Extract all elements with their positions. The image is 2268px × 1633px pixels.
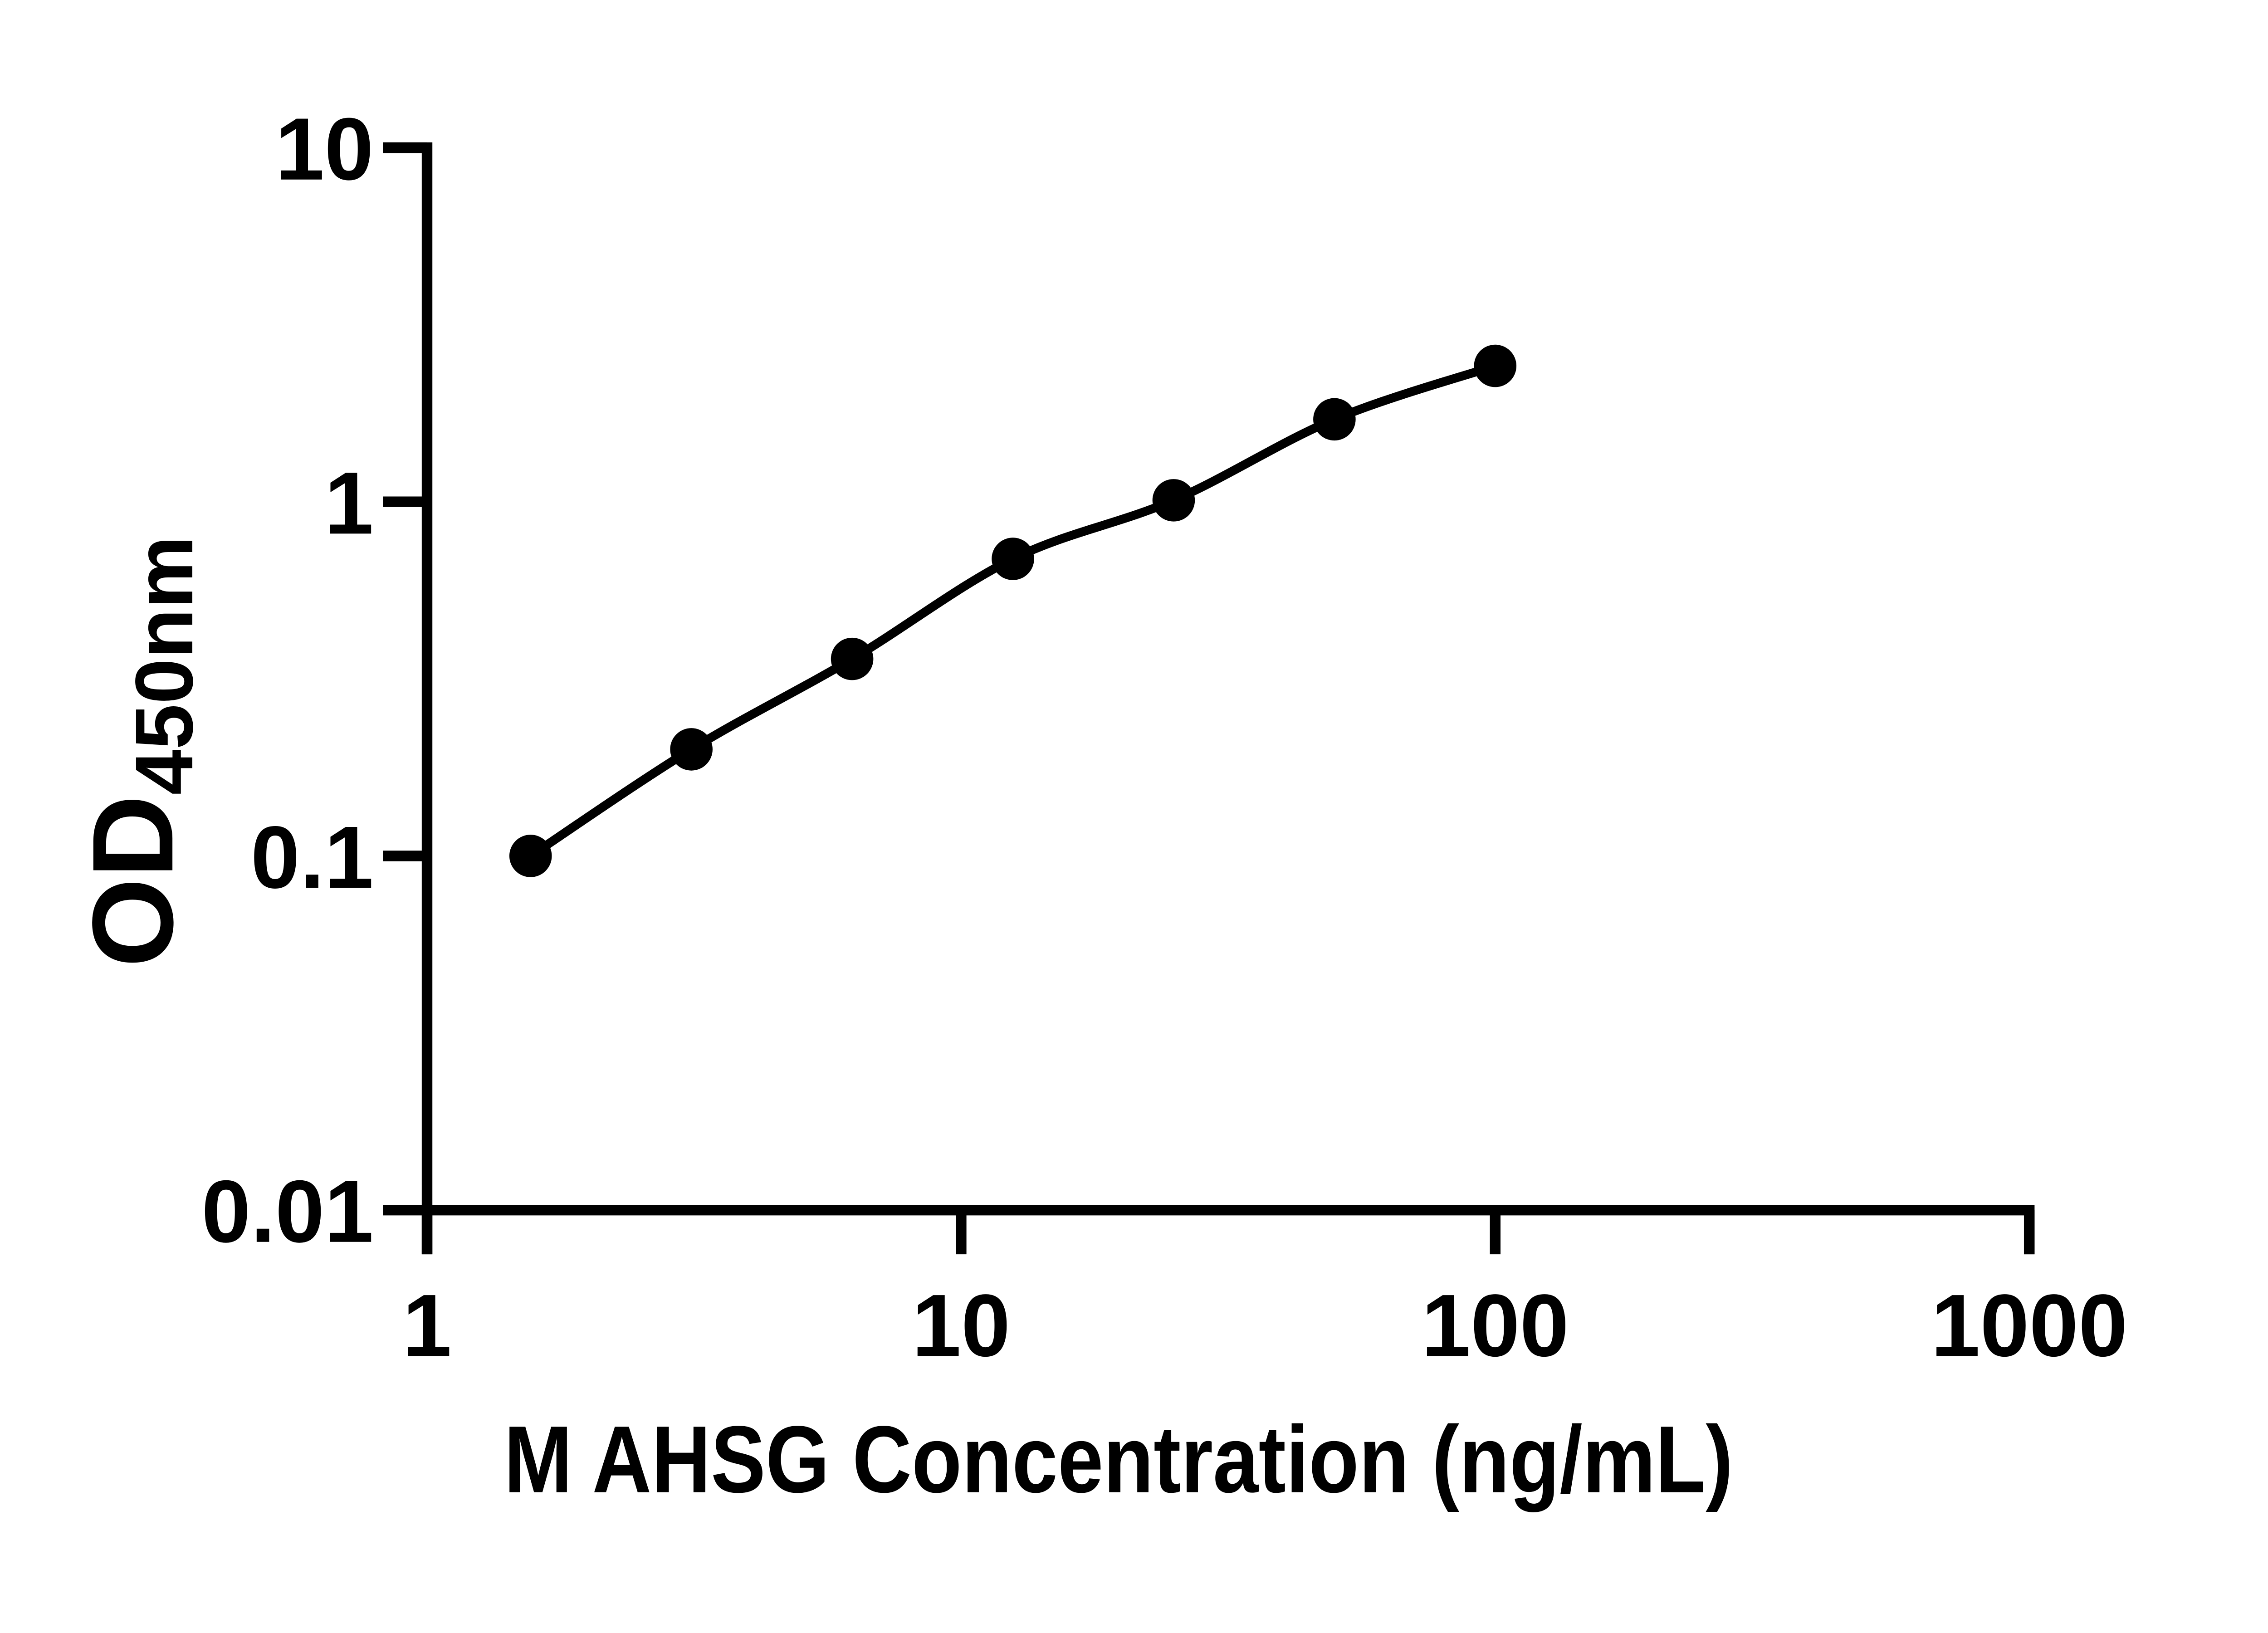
x-axis-line (427, 1204, 2035, 1255)
y-tick-label: 10 (275, 100, 374, 199)
x-tick-label: 1 (402, 1276, 451, 1375)
chart-canvas: 10 1 0.1 0.01 1 10 100 1000 M AHSG Concentratio… (68, 100, 2128, 1513)
x-tick-label: 100 (1422, 1276, 1569, 1375)
y-axis-title-subscript: 450nm (119, 536, 210, 795)
y-tick-label: 0.01 (201, 1163, 373, 1261)
data-point (1313, 398, 1356, 441)
y-axis-title-main: OD (68, 795, 197, 967)
data-points (509, 344, 1517, 877)
data-point (670, 728, 713, 771)
data-point (992, 538, 1034, 580)
y-tick-label: 0.1 (251, 808, 374, 907)
y-axis-line (383, 142, 433, 1255)
axis-ticks (383, 142, 2035, 1255)
data-point (1152, 479, 1195, 522)
y-tick-label: 1 (324, 454, 373, 552)
x-axis-title: M AHSG Concentration (ng/mL) (504, 1406, 1733, 1512)
axis-tick-labels: 10 1 0.1 0.01 1 10 100 1000 (201, 100, 2127, 1375)
x-tick-label: 10 (912, 1276, 1010, 1375)
elisa-standard-curve-figure: 10 1 0.1 0.01 1 10 100 1000 M AHSG Concentratio… (68, 100, 2128, 1513)
data-point (1474, 344, 1517, 387)
data-point (831, 637, 874, 680)
x-tick-label: 1000 (1931, 1276, 2128, 1375)
data-point (509, 835, 552, 877)
y-axis-title: OD450nm (68, 536, 210, 967)
standard-curve-line (528, 362, 1497, 860)
